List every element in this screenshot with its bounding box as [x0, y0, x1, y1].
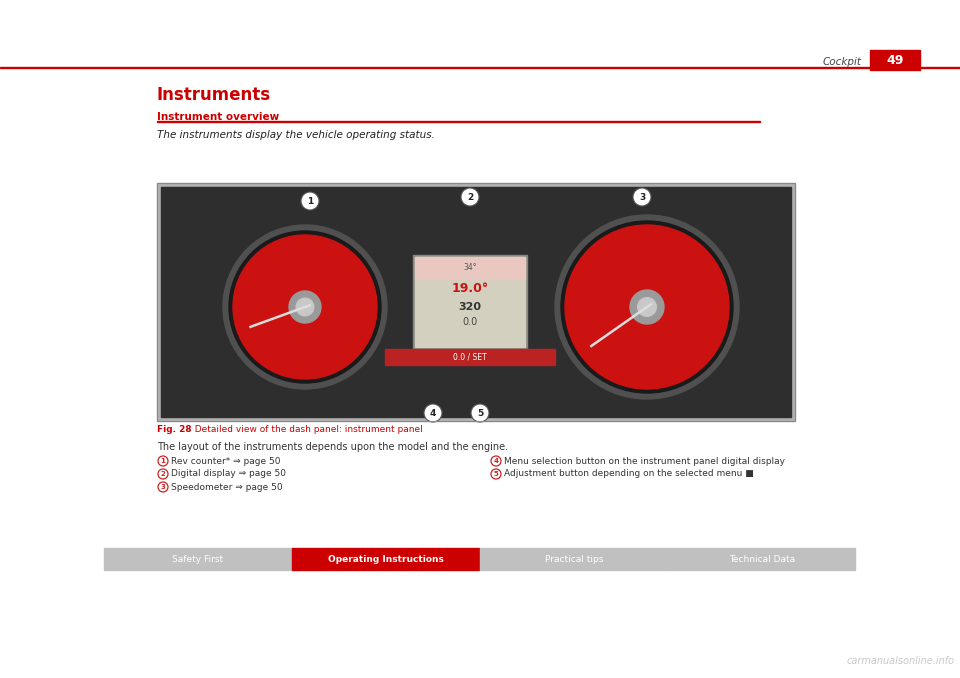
Text: 1: 1 — [160, 458, 165, 464]
Bar — [413, 255, 527, 349]
Bar — [0, 67, 960, 68]
Text: 3: 3 — [160, 484, 165, 490]
Text: The layout of the instruments depends upon the model and the engine.: The layout of the instruments depends up… — [157, 442, 508, 452]
Circle shape — [424, 404, 442, 422]
Text: Detailed view of the dash panel: instrument panel: Detailed view of the dash panel: instrum… — [189, 424, 422, 433]
Text: 320: 320 — [459, 302, 482, 312]
Circle shape — [555, 215, 739, 399]
Circle shape — [223, 225, 387, 389]
Circle shape — [471, 404, 489, 422]
Text: Operating Instructions: Operating Instructions — [328, 555, 444, 563]
Text: 1: 1 — [307, 197, 313, 205]
Circle shape — [233, 235, 377, 379]
Text: 0.0 / SET: 0.0 / SET — [453, 353, 487, 361]
Circle shape — [289, 291, 321, 323]
Bar — [157, 183, 795, 421]
Text: Digital display ⇒ page 50: Digital display ⇒ page 50 — [171, 469, 286, 479]
Text: 2: 2 — [467, 193, 473, 201]
Circle shape — [491, 469, 501, 479]
Bar — [480, 548, 667, 570]
Text: Practical tips: Practical tips — [545, 555, 603, 563]
Bar — [157, 121, 760, 122]
Text: 0.0: 0.0 — [463, 317, 478, 327]
Text: Speedometer ⇒ page 50: Speedometer ⇒ page 50 — [171, 483, 282, 492]
Text: Safety First: Safety First — [173, 555, 224, 563]
Text: Menu selection button on the instrument panel digital display: Menu selection button on the instrument … — [504, 456, 785, 466]
Bar — [157, 183, 795, 421]
Text: 5: 5 — [477, 409, 483, 418]
Circle shape — [158, 482, 168, 492]
Circle shape — [637, 298, 657, 317]
Bar — [415, 257, 525, 279]
Text: Fig. 28: Fig. 28 — [157, 424, 192, 433]
Text: 2: 2 — [160, 471, 165, 477]
Text: 3: 3 — [638, 193, 645, 201]
Bar — [668, 548, 855, 570]
Text: Adjustment button depending on the selected menu ■: Adjustment button depending on the selec… — [504, 469, 754, 479]
Circle shape — [491, 456, 501, 466]
Text: Rev counter* ⇒ page 50: Rev counter* ⇒ page 50 — [171, 456, 280, 466]
Circle shape — [630, 290, 664, 324]
Circle shape — [561, 221, 733, 393]
Text: The instruments display the vehicle operating status.: The instruments display the vehicle oper… — [157, 130, 435, 140]
Text: 4: 4 — [493, 458, 498, 464]
Text: 5: 5 — [493, 471, 498, 477]
Bar — [415, 257, 525, 347]
Text: 19.0°: 19.0° — [451, 283, 489, 296]
Text: 49: 49 — [886, 54, 903, 66]
Bar — [161, 187, 791, 417]
Circle shape — [461, 188, 479, 206]
Text: Instrument overview: Instrument overview — [157, 112, 279, 122]
Text: 34°: 34° — [463, 264, 477, 273]
Circle shape — [633, 188, 651, 206]
Circle shape — [158, 469, 168, 479]
Text: 4: 4 — [430, 409, 436, 418]
Text: Cockpit: Cockpit — [823, 57, 862, 67]
Bar — [385, 349, 555, 365]
Text: Instruments: Instruments — [157, 86, 271, 104]
Bar — [104, 548, 291, 570]
Circle shape — [158, 456, 168, 466]
Circle shape — [297, 298, 314, 316]
Text: Technical Data: Technical Data — [729, 555, 795, 563]
Bar — [870, 50, 920, 70]
Text: carmanualsonline.info: carmanualsonline.info — [847, 656, 955, 666]
Circle shape — [301, 192, 319, 210]
Circle shape — [565, 225, 729, 389]
Circle shape — [229, 231, 381, 383]
Bar — [292, 548, 479, 570]
